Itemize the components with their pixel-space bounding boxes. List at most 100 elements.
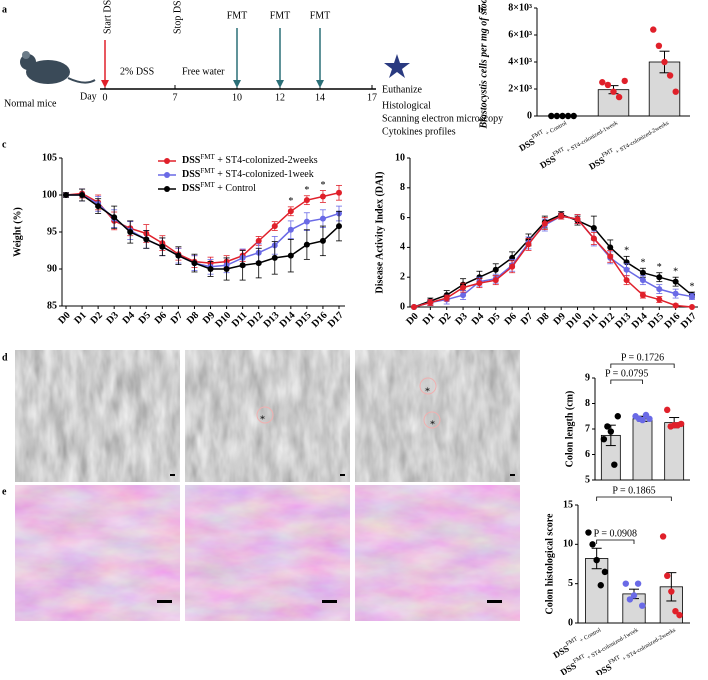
data-point: [639, 602, 646, 609]
data-point: [639, 416, 646, 424]
data-point: [661, 58, 668, 66]
label-sup: FMT: [552, 147, 566, 159]
timeline-label: Normal mice: [4, 98, 57, 109]
data-point: [639, 277, 646, 284]
data-point: [615, 93, 623, 101]
data-point: [672, 278, 679, 285]
data-point: [614, 413, 621, 420]
x-tick-label: D17: [326, 310, 346, 330]
label-sup: FMT: [531, 129, 545, 141]
data-point: [676, 611, 683, 619]
y-tick-label: 10: [563, 539, 573, 550]
y-tick-label: 2: [400, 271, 405, 282]
data-point: [492, 266, 499, 273]
x-tick-label: D12: [597, 311, 617, 331]
data-point: [207, 266, 214, 272]
data-point: [63, 192, 69, 198]
x-tick-label: D16: [662, 311, 682, 331]
data-point: [525, 241, 532, 248]
x-tick-label: D6: [502, 311, 518, 327]
significance: *: [288, 196, 293, 207]
label-sup: FMT: [573, 654, 587, 666]
y-tick-label: 6: [400, 212, 405, 223]
x-tick-label: D5: [137, 310, 153, 326]
data-point: [319, 193, 326, 200]
data-point: [287, 226, 294, 233]
data-point: [656, 274, 663, 281]
x-tick-label: D1: [421, 311, 437, 327]
day-label: 7: [173, 92, 178, 103]
data-point: [570, 112, 577, 120]
timeline-label: Day: [80, 91, 97, 102]
data-point: [604, 81, 612, 89]
label-sup: FMT: [608, 655, 622, 667]
data-point: [427, 299, 434, 306]
data-point: [271, 254, 278, 261]
data-point: [492, 277, 499, 284]
significance: *: [657, 262, 662, 273]
y-tick-label: 5: [585, 474, 590, 485]
p-value: P = 0.1865: [612, 485, 655, 496]
day-label: 14: [315, 92, 325, 103]
label-rest: + ST4-colonized-1week: [215, 169, 314, 180]
outcome: Cytokines profiles: [382, 126, 456, 137]
p-value: P = 0.0795: [605, 368, 648, 379]
y-tick-label: 0: [527, 110, 532, 121]
y-axis-label: Colon histological score: [544, 513, 555, 614]
fmt-label: FMT: [310, 10, 331, 21]
label-main: DSS: [182, 183, 201, 194]
x-tick-label: D17: [679, 311, 699, 331]
data-point: [336, 189, 342, 196]
comparison-bracket: [596, 539, 635, 544]
data-point: [443, 295, 450, 302]
y-tick-label: 5: [568, 578, 573, 589]
sem-marker: *: [430, 419, 435, 430]
data-point: [411, 304, 417, 310]
data-point: [191, 260, 198, 267]
data-point: [672, 608, 679, 615]
significance: *: [320, 180, 325, 191]
data-point: [689, 304, 695, 310]
x-tick-label: D0: [56, 310, 72, 326]
x-tick-label: D7: [519, 311, 535, 327]
comparison-bracket: [596, 496, 672, 501]
data-point: [585, 529, 592, 536]
data-point: [476, 280, 483, 287]
data-point: [175, 252, 182, 259]
timeline-label: Euthanize: [382, 84, 423, 95]
data-point: [639, 292, 646, 299]
label-rest: + ST4-colonized-2weeks: [614, 120, 671, 156]
x-tick-label: D3: [104, 310, 120, 326]
y-axis-label: Disease Activity Index (DAI): [374, 172, 385, 294]
data-point: [336, 223, 342, 230]
data-point: [590, 235, 597, 242]
x-tick-label: D5: [486, 311, 502, 327]
data-point: [95, 203, 102, 210]
x-tick-label: D13: [613, 311, 633, 331]
data-point: [672, 290, 679, 297]
images: [15, 350, 520, 621]
data-point: [630, 592, 638, 599]
legend-marker: [164, 186, 170, 192]
data-point: [541, 220, 548, 227]
significance: *: [304, 185, 309, 196]
data-point: [79, 192, 86, 198]
data-point: [646, 415, 653, 422]
panel-label: d: [2, 352, 8, 363]
x-tick-label: D10: [564, 311, 584, 331]
x-tick-label: D7: [169, 310, 185, 326]
data-point: [319, 237, 326, 244]
y-tick-label: 4×10³: [508, 56, 532, 67]
data-point: [111, 214, 118, 221]
y-tick-label: 8: [585, 398, 590, 409]
data-point: [593, 556, 600, 564]
data-point: [590, 225, 597, 232]
y-tick-label: 6: [585, 449, 590, 460]
label: DSSFMT + ST4-colonized-2weeks: [182, 153, 318, 167]
data-point: [255, 237, 262, 244]
significance: *: [640, 258, 645, 269]
series-line: [413, 215, 693, 308]
data-point: [607, 253, 614, 260]
data-point: [287, 252, 294, 259]
outcome: Scanning electron microscopy: [382, 113, 503, 124]
